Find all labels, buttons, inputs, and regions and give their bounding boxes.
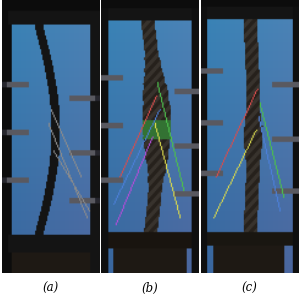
Text: (c): (c) (242, 282, 257, 295)
Text: (a): (a) (42, 282, 58, 295)
Text: (b): (b) (142, 282, 158, 295)
